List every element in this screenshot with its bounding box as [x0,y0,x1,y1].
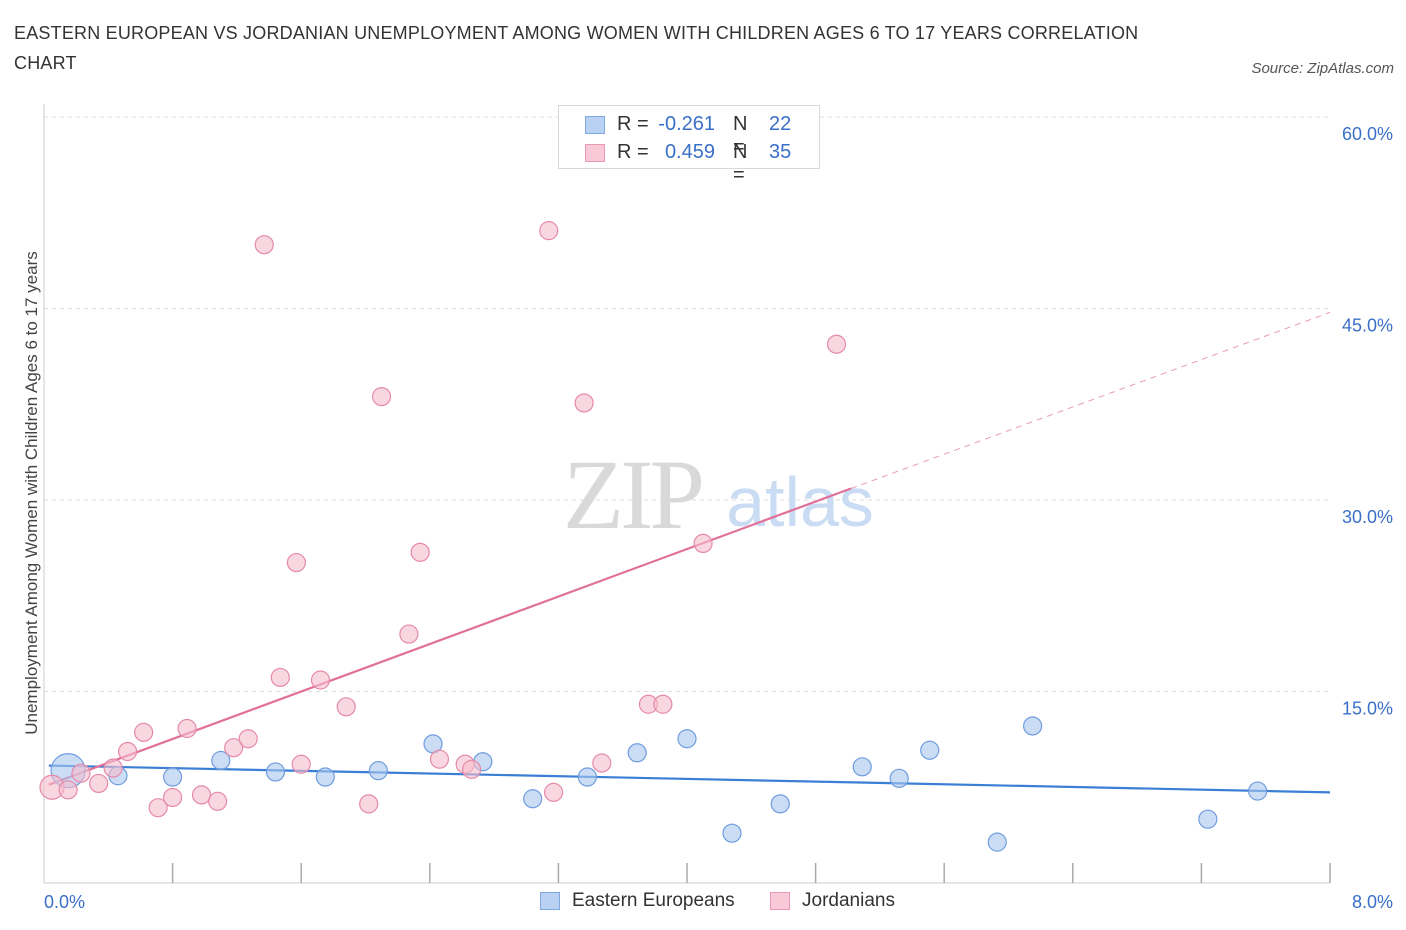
legend-swatch-blue [540,892,560,910]
x-tick-label-min: 0.0% [44,892,85,912]
legend-swatch-pink [770,892,790,910]
legend-r-value: 0.459 [664,141,715,163]
point-jordanian[interactable] [224,738,244,758]
legend-n-label: N = [733,113,748,158]
x-axis-ticks [171,863,1331,883]
legend-label: Jordanians [802,890,895,911]
legend-n-value: 35 [769,141,792,163]
point-eastern-european[interactable] [265,762,286,782]
x-tick-label-max: 8.0% [1352,892,1393,912]
point-jordanian[interactable] [254,235,274,255]
point-jordanian[interactable] [693,533,713,554]
data-points[interactable] [39,221,1268,852]
point-jordanian[interactable] [429,749,450,769]
point-jordanian[interactable] [71,763,91,783]
point-jordanian[interactable] [163,787,183,808]
chart-title: EASTERN EUROPEAN VS JORDANIAN UNEMPLOYME… [14,23,1139,73]
point-jordanian[interactable] [148,798,168,818]
point-eastern-european[interactable] [577,767,597,787]
grid-lines [44,116,1330,692]
y-tick-label: 60.0% [1342,124,1393,144]
point-jordanian[interactable] [103,758,123,778]
y-tick-label: 30.0% [1342,507,1393,527]
point-jordanian[interactable] [208,791,228,811]
point-eastern-european[interactable] [770,794,790,814]
point-jordanian[interactable] [543,782,564,802]
y-tick-label: 15.0% [1342,699,1393,719]
point-eastern-european[interactable] [677,729,697,749]
point-jordanian[interactable] [653,694,673,714]
point-jordanian[interactable] [826,334,847,354]
source-label: Source: ZipAtlas.com [1251,60,1394,77]
point-eastern-european[interactable] [1198,809,1218,829]
legend-swatch-pink [585,144,605,162]
point-eastern-european[interactable] [523,789,543,809]
point-jordanian[interactable] [310,670,331,690]
point-eastern-european[interactable] [211,750,231,771]
point-eastern-european[interactable] [627,743,647,763]
legend-n-value: 22 [769,113,792,135]
point-jordanian[interactable] [410,542,430,562]
trend-lines [48,311,1331,794]
point-jordanian[interactable] [117,741,138,762]
point-jordanian[interactable] [461,759,482,779]
watermark-zip: ZIP [563,439,701,550]
point-jordanian[interactable] [58,780,78,800]
point-eastern-european[interactable] [852,757,872,777]
legend-r-label: R = [617,113,649,135]
y-tick-label: 45.0% [1342,316,1393,336]
watermark: ZIP atlas [563,439,874,550]
point-jordanian[interactable] [134,722,154,742]
point-eastern-european[interactable] [1248,781,1268,801]
trend-line-jordanians [48,487,852,786]
point-eastern-european[interactable] [920,740,940,760]
point-jordanian[interactable] [177,718,197,739]
point-eastern-european[interactable] [315,767,335,787]
point-eastern-european[interactable] [889,768,909,788]
point-jordanian[interactable] [574,393,594,413]
point-jordanian[interactable] [238,729,258,749]
point-jordanian[interactable] [270,667,290,688]
trend-extension-jordanians [850,311,1331,489]
legend-swatch-blue [585,116,605,134]
point-eastern-european[interactable] [1023,716,1043,736]
y-tick-labels: 15.0% 30.0% 45.0% 60.0% [1342,124,1393,719]
legend-r-label: R = [617,141,649,163]
point-jordanian[interactable] [539,221,559,241]
point-jordanian[interactable] [89,773,109,794]
watermark-atlas: atlas [726,463,874,541]
point-jordanian[interactable] [286,552,306,573]
point-eastern-european[interactable] [722,823,742,843]
point-eastern-european[interactable] [163,767,183,787]
point-jordanian[interactable] [399,624,419,644]
point-eastern-european[interactable] [987,832,1007,852]
legend-label: Eastern Europeans [572,890,735,911]
point-jordanian[interactable] [371,386,392,407]
legend-r-value: -0.261 [658,113,715,135]
point-jordanian[interactable] [359,794,379,814]
point-jordanian[interactable] [191,785,212,805]
point-jordanian[interactable] [592,753,612,773]
point-jordanian[interactable] [291,754,311,774]
point-eastern-european[interactable] [368,761,388,781]
point-jordanian[interactable] [336,697,356,717]
legend-n-label: N = [733,141,748,186]
trend-line-eastern-europeans [48,764,1331,794]
y-axis-title: Unemployment Among Women with Children A… [22,251,41,735]
correlation-legend: R = -0.261 N = 22 R = 0.459 N = 35 [558,105,820,186]
